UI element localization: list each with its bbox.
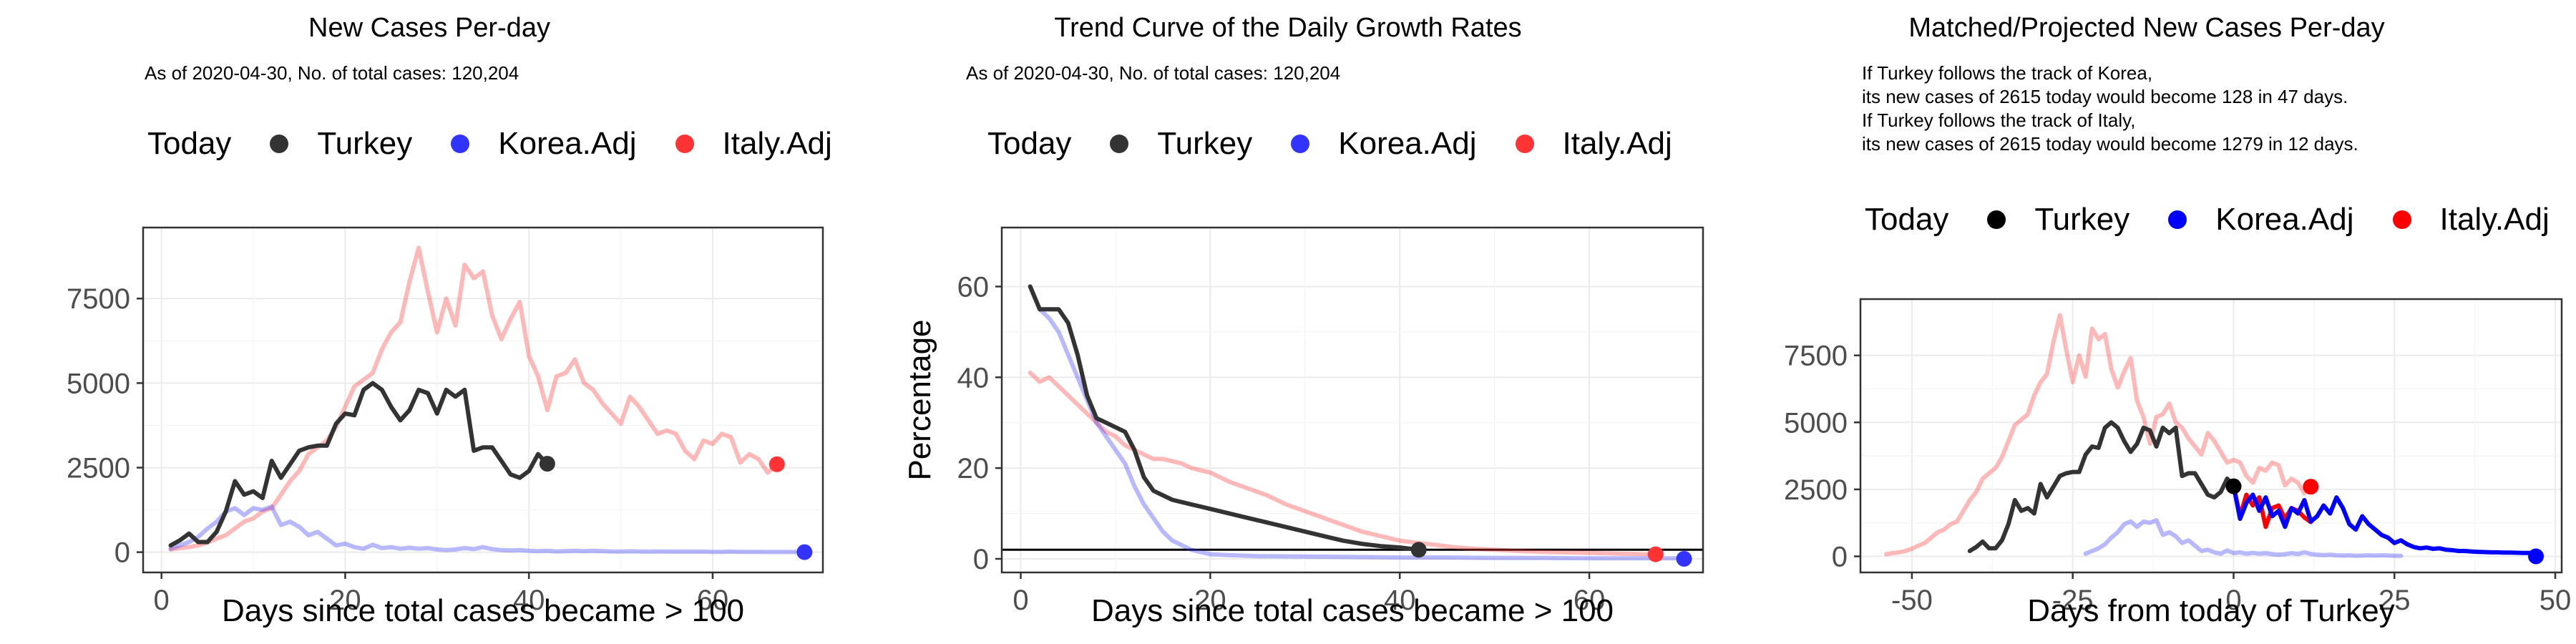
chart-plot: -50 -25 0 25 50 0 2500 5000 7500 Days from today … <box>1784 298 2572 628</box>
data-point-today <box>2528 548 2545 565</box>
series-line-italy-adj <box>1028 370 1658 557</box>
chart-subtitle: As of 2020-04-30, No. of total cases: 12… <box>145 62 519 84</box>
legend-item-korea: Korea.Adj <box>451 126 637 162</box>
chart-panel-growth-rates: Trend Curve of the Daily Growth Rates As… <box>859 0 1717 644</box>
legend-label: Italy.Adj <box>722 126 832 161</box>
legend-dot-icon <box>270 135 289 153</box>
chart-panel-projected: Matched/Projected New Cases Per-day If T… <box>1717 0 2576 644</box>
x-tick-label: 0 <box>1013 585 1028 616</box>
series-line-italy-adj <box>168 245 779 552</box>
legend-label: Korea.Adj <box>1338 126 1477 161</box>
plot-border <box>142 226 824 574</box>
series-line-korea-adj <box>168 504 807 555</box>
x-tick-label: -50 <box>1891 585 1933 616</box>
data-point-today <box>2303 479 2319 495</box>
x-tick-label: 20 <box>1194 585 1226 616</box>
legend-title: Today <box>147 126 232 161</box>
y-tick-label: 7500 <box>67 283 130 315</box>
legend-item-italy: Italy.Adj <box>675 126 832 162</box>
chart-subtitle: If Turkey follows the track of Korea, it… <box>1862 62 2358 155</box>
y-tick-label: 2500 <box>1784 474 1848 506</box>
legend-dot-icon <box>1987 210 2006 229</box>
legend-item-korea: Korea.Adj <box>1291 126 1477 162</box>
y-tick-label: 5000 <box>1784 407 1848 439</box>
legend-item-italy: Italy.Adj <box>1515 126 1672 162</box>
y-tick-label: 20 <box>957 453 990 484</box>
chart-title: Trend Curve of the Daily Growth Rates <box>1054 13 1522 43</box>
x-tick-label: 50 <box>2540 585 2572 616</box>
series-line-turkey <box>1028 284 1421 552</box>
data-point-today <box>796 544 813 560</box>
chart-title: Matched/Projected New Cases Per-day <box>1908 13 2385 43</box>
x-tick-label: 25 <box>2379 585 2411 616</box>
y-tick-label: 60 <box>957 271 990 303</box>
legend-label: Turkey <box>1157 126 1253 161</box>
data-point-today <box>1676 550 1692 567</box>
x-tick-label: 60 <box>697 585 729 616</box>
series-line-korea-adj-projected <box>2231 484 2538 555</box>
x-axis-title: Days from today of Turkey <box>2027 593 2395 628</box>
series-line-korea-adj <box>1028 284 1687 561</box>
y-tick-label: 2500 <box>67 453 130 484</box>
x-tick-label: 40 <box>1384 585 1416 616</box>
series-line-turkey <box>1967 420 2236 553</box>
chart-title: New Cases Per-day <box>308 13 550 43</box>
chart-subtitle: As of 2020-04-30, No. of total cases: 12… <box>966 62 1341 84</box>
x-tick-label: 40 <box>513 585 545 616</box>
series-line-korea-adj <box>2083 518 2404 558</box>
y-tick-label: 0 <box>973 544 989 575</box>
x-tick-label: 0 <box>154 585 170 616</box>
legend-dot-icon <box>1291 135 1310 153</box>
legend-item-turkey: Turkey <box>1987 202 2129 238</box>
chart-plot: 0 20 40 60 0 2500 5000 7500 Days since total cas… <box>67 226 824 628</box>
y-tick-label: 0 <box>114 537 130 569</box>
x-tick-label: 20 <box>329 585 361 616</box>
y-tick-label: 0 <box>1832 542 1848 573</box>
data-point-today <box>1647 546 1664 562</box>
series-line-turkey <box>168 381 550 548</box>
legend-dot-icon <box>1110 135 1129 153</box>
series-line-italy-adj <box>1884 313 2313 557</box>
legend-label: Korea.Adj <box>2215 202 2354 237</box>
legend-dot-icon <box>2168 210 2187 229</box>
x-axis-title: Days since total cases became > 100 <box>222 593 744 628</box>
plot-border <box>1859 298 2563 574</box>
y-axis-title: Percentage <box>902 319 937 480</box>
legend-dot-icon <box>1515 135 1534 153</box>
legend-label: Turkey <box>317 126 413 161</box>
legend-dot-icon <box>675 135 694 153</box>
legend-label: Korea.Adj <box>498 126 637 161</box>
chart-legend: Today Turkey Korea.Adj Italy.Adj <box>1865 202 2576 238</box>
legend-item-turkey: Turkey <box>1110 126 1252 162</box>
data-point-today <box>1410 542 1427 558</box>
legend-item-korea: Korea.Adj <box>2168 202 2354 238</box>
x-tick-label: 0 <box>2225 585 2241 616</box>
legend-title: Today <box>1865 202 1949 237</box>
plot-border <box>1000 226 1704 574</box>
legend-label: Turkey <box>2034 202 2130 237</box>
chart-panel-new-cases: New Cases Per-day As of 2020-04-30, No. … <box>0 0 859 644</box>
y-tick-label: 5000 <box>67 368 130 399</box>
legend-item-turkey: Turkey <box>270 126 412 162</box>
x-axis-title: Days since total cases became > 100 <box>1091 593 1614 628</box>
x-tick-label: -25 <box>2052 585 2094 616</box>
legend-label: Italy.Adj <box>1562 126 1672 161</box>
chart-legend: Today Turkey Korea.Adj Italy.Adj <box>147 126 871 162</box>
chart-legend: Today Turkey Korea.Adj Italy.Adj <box>987 126 1711 162</box>
legend-dot-icon <box>451 135 470 153</box>
y-tick-label: 7500 <box>1784 341 1848 372</box>
x-tick-label: 60 <box>1574 585 1606 616</box>
legend-label: Italy.Adj <box>2439 202 2550 237</box>
y-tick-label: 40 <box>957 362 990 394</box>
data-point-today <box>539 456 555 472</box>
data-point-today <box>769 456 785 472</box>
data-point-today <box>2225 478 2242 494</box>
legend-title: Today <box>987 126 1072 161</box>
legend-item-italy: Italy.Adj <box>2392 202 2550 238</box>
legend-dot-icon <box>2392 210 2411 229</box>
